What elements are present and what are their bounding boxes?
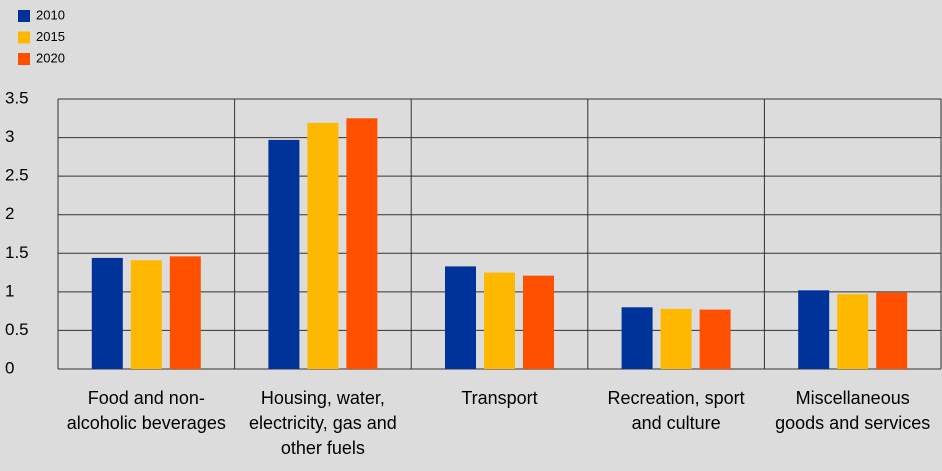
bar — [660, 308, 692, 369]
legend-swatch — [18, 53, 30, 65]
bar — [307, 122, 339, 370]
legend-swatch — [18, 31, 30, 44]
bar — [91, 257, 123, 369]
bar — [523, 275, 554, 369]
x-tick-label: Housing, water, electricity, gas and oth… — [249, 388, 397, 458]
legend-label: 2020 — [36, 50, 65, 65]
x-tick-label: Recreation, sport and culture — [607, 388, 745, 433]
y-tick-label: 3.5 — [5, 88, 29, 107]
bar — [484, 272, 515, 369]
x-tick-label: Transport — [461, 388, 538, 408]
bar — [837, 294, 869, 369]
y-tick-label: 0.5 — [5, 320, 29, 339]
bar — [699, 309, 731, 369]
bar — [876, 292, 908, 369]
x-tick-label: Miscellaneous goods and services — [775, 388, 931, 433]
y-tick-label: 2 — [5, 204, 14, 223]
y-tick-label: 1.5 — [5, 243, 29, 262]
y-tick-label: 1 — [5, 281, 14, 300]
bar — [130, 260, 162, 369]
bar — [798, 290, 830, 369]
y-tick-label: 2.5 — [5, 166, 29, 185]
legend-label: 2010 — [36, 7, 65, 22]
y-tick-label: 3 — [5, 127, 14, 146]
legend-label: 2015 — [36, 29, 65, 44]
legend-swatch — [18, 10, 30, 22]
bar — [445, 266, 476, 369]
bar — [346, 118, 378, 370]
bar — [169, 256, 201, 369]
bar — [268, 139, 300, 369]
x-tick-label: Food and non-alcoholic beverages — [66, 388, 226, 433]
y-tick-label: 0 — [5, 358, 14, 377]
bar — [621, 307, 653, 369]
